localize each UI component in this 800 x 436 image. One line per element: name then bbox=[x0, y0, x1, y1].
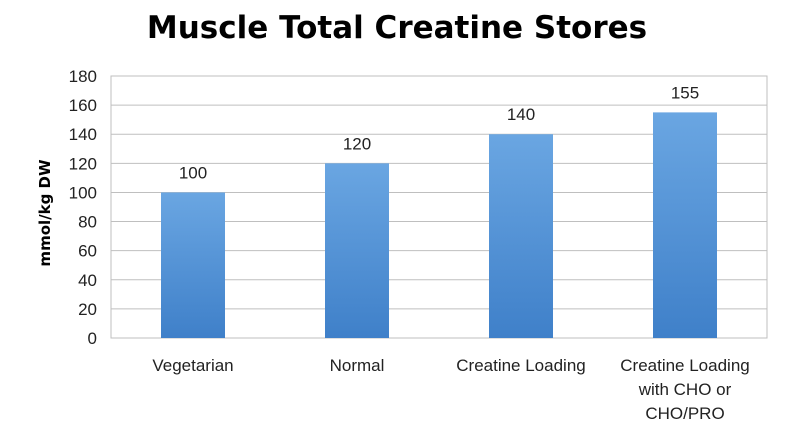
bar bbox=[653, 112, 717, 338]
category-label-line: Creatine Loading bbox=[620, 356, 749, 375]
category-label-line: Creatine Loading bbox=[456, 356, 585, 375]
data-label: 120 bbox=[343, 134, 371, 153]
data-label: 100 bbox=[179, 163, 207, 182]
category-label-line: CHO/PRO bbox=[645, 404, 724, 423]
category-label: Vegetarian bbox=[152, 356, 233, 375]
y-tick-label: 60 bbox=[78, 242, 97, 261]
category-label-line: Normal bbox=[330, 356, 385, 375]
y-tick-label: 120 bbox=[69, 154, 97, 173]
y-tick-label: 160 bbox=[69, 96, 97, 115]
data-label: 140 bbox=[507, 105, 535, 124]
plot-frame bbox=[110, 75, 768, 339]
y-tick-label: 0 bbox=[88, 329, 97, 348]
bar bbox=[325, 163, 389, 338]
y-tick-label: 20 bbox=[78, 300, 97, 319]
bars bbox=[161, 112, 717, 338]
chart-title: Muscle Total Creatine Stores bbox=[147, 10, 647, 46]
y-tick-label: 140 bbox=[69, 125, 97, 144]
category-label: Normal bbox=[330, 356, 385, 375]
y-axis-label: mmol/kg DW bbox=[36, 159, 54, 267]
y-tick-label: 40 bbox=[78, 271, 97, 290]
category-label-line: Vegetarian bbox=[152, 356, 233, 375]
data-label: 155 bbox=[671, 83, 699, 102]
bar bbox=[489, 134, 553, 338]
y-axis-ticks: 0 20 40 60 80 100 120 140 160 180 bbox=[69, 67, 97, 348]
data-labels: 100 120 140 155 bbox=[179, 83, 699, 182]
category-label: Creatine Loading with CHO or CHO/PRO bbox=[620, 356, 749, 423]
category-label-line: with CHO or bbox=[638, 380, 732, 399]
bar bbox=[161, 192, 225, 338]
x-axis-categories: Vegetarian Normal Creatine Loading Creatine… bbox=[152, 356, 749, 423]
y-tick-label: 100 bbox=[69, 183, 97, 202]
y-tick-label: 180 bbox=[69, 67, 97, 86]
category-label: Creatine Loading bbox=[456, 356, 585, 375]
y-tick-label: 80 bbox=[78, 213, 97, 232]
